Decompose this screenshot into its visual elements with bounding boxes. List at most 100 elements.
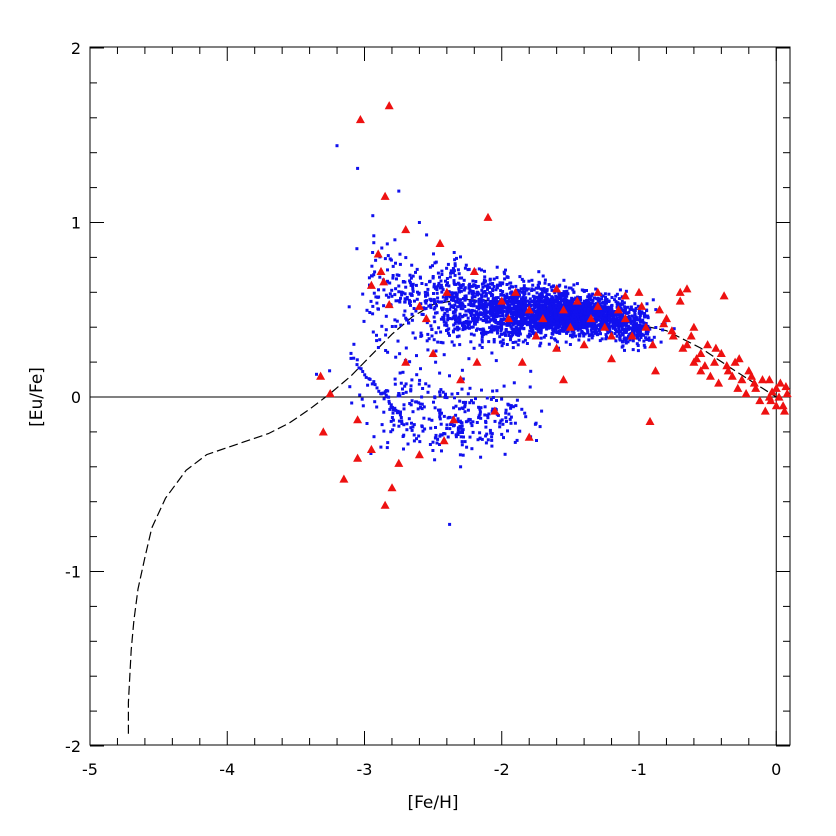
- red-triangle: [613, 305, 623, 314]
- blue-point: [529, 326, 533, 330]
- blue-point: [570, 335, 574, 339]
- blue-point: [549, 320, 553, 323]
- blue-point: [443, 395, 447, 399]
- blue-point: [389, 419, 393, 423]
- blue-point: [496, 325, 500, 329]
- blue-point: [481, 285, 485, 289]
- red-triangle: [692, 354, 702, 363]
- blue-point: [516, 321, 520, 325]
- blue-point: [492, 325, 496, 329]
- blue-point: [581, 304, 585, 308]
- blue-point: [582, 322, 586, 326]
- blue-point: [435, 304, 438, 308]
- blue-point: [414, 283, 418, 287]
- blue-point: [412, 439, 416, 443]
- blue-point: [509, 291, 513, 295]
- red-triangle: [469, 266, 479, 275]
- blue-point: [483, 294, 487, 298]
- blue-point: [527, 335, 531, 339]
- red-triangle: [366, 280, 376, 289]
- blue-point: [446, 331, 450, 335]
- blue-point: [572, 331, 576, 335]
- blue-point: [563, 296, 567, 300]
- blue-point: [417, 434, 421, 438]
- blue-point: [519, 287, 523, 291]
- blue-point: [636, 349, 640, 353]
- red-triangle: [716, 348, 726, 357]
- x-tick-label: -4: [219, 760, 235, 779]
- blue-point: [397, 290, 401, 294]
- red-triangle: [472, 357, 482, 366]
- blue-point: [522, 309, 526, 312]
- blue-point: [534, 321, 538, 325]
- red-triangle: [781, 382, 791, 391]
- red-triangle: [435, 238, 445, 247]
- red-triangle: [723, 366, 733, 375]
- blue-point: [440, 290, 444, 294]
- blue-point: [401, 291, 405, 295]
- red-triangle: [339, 474, 349, 483]
- blue-point: [469, 289, 473, 293]
- blue-point: [460, 368, 464, 372]
- blue-point: [490, 435, 494, 439]
- blue-point: [565, 323, 569, 326]
- blue-point: [478, 299, 482, 303]
- blue-point: [521, 319, 525, 323]
- blue-point: [549, 336, 553, 340]
- blue-point: [524, 318, 528, 322]
- blue-point: [467, 326, 471, 330]
- blue-point: [445, 308, 449, 311]
- blue-point: [456, 417, 460, 421]
- blue-point: [377, 307, 380, 311]
- blue-point: [382, 397, 386, 401]
- blue-point: [575, 319, 578, 323]
- blue-point: [482, 281, 486, 285]
- blue-point: [389, 430, 393, 434]
- blue-point: [553, 291, 557, 295]
- blue-point: [468, 401, 472, 405]
- reference-lines: [90, 47, 790, 745]
- blue-point: [474, 310, 478, 314]
- blue-point: [511, 333, 515, 337]
- blue-point: [433, 305, 437, 309]
- blue-point: [639, 336, 643, 339]
- blue-point: [463, 403, 467, 407]
- blue-point: [463, 305, 467, 308]
- blue-point: [496, 296, 500, 300]
- blue-point: [509, 421, 513, 425]
- blue-point: [550, 295, 554, 299]
- blue-point: [520, 277, 524, 281]
- blue-point: [550, 332, 554, 335]
- red-triangle: [490, 406, 500, 415]
- blue-point: [480, 313, 483, 317]
- blue-point: [534, 318, 538, 322]
- blue-point: [486, 285, 489, 289]
- blue-point: [418, 378, 422, 382]
- blue-point: [518, 313, 522, 316]
- blue-point: [531, 283, 535, 287]
- blue-point: [539, 328, 543, 332]
- blue-point: [486, 283, 490, 287]
- red-triangle: [325, 389, 335, 398]
- blue-point: [561, 292, 565, 296]
- blue-point: [456, 433, 460, 436]
- red-triangle: [678, 343, 688, 352]
- blue-point: [501, 303, 505, 307]
- blue-point: [487, 320, 491, 324]
- blue-point: [607, 316, 611, 320]
- blue-point: [495, 276, 499, 280]
- blue-point: [500, 344, 504, 348]
- blue-point: [514, 332, 518, 336]
- blue-point: [519, 315, 522, 319]
- blue-point: [464, 321, 468, 325]
- blue-point: [478, 410, 482, 414]
- blue-point: [428, 265, 432, 269]
- blue-point: [435, 311, 439, 315]
- blue-point: [442, 318, 446, 321]
- blue-point: [572, 306, 575, 310]
- blue-point: [399, 410, 402, 414]
- blue-point: [477, 416, 481, 420]
- blue-point: [554, 313, 557, 317]
- blue-point: [599, 325, 603, 329]
- blue-point: [463, 266, 467, 270]
